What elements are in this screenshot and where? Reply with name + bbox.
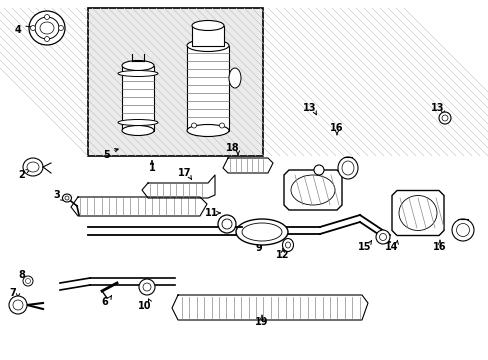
- Text: 17: 17: [178, 168, 191, 178]
- Ellipse shape: [228, 68, 241, 88]
- Polygon shape: [142, 175, 215, 198]
- Ellipse shape: [139, 279, 155, 295]
- Ellipse shape: [218, 215, 236, 233]
- Ellipse shape: [65, 196, 69, 200]
- Ellipse shape: [186, 40, 228, 51]
- Text: 19: 19: [255, 317, 268, 327]
- Ellipse shape: [285, 242, 290, 248]
- Text: 15: 15: [358, 242, 371, 252]
- Polygon shape: [391, 190, 443, 235]
- Ellipse shape: [13, 300, 23, 310]
- Text: 8: 8: [19, 270, 25, 280]
- Polygon shape: [71, 197, 206, 216]
- Ellipse shape: [44, 14, 49, 19]
- Ellipse shape: [441, 115, 447, 121]
- Ellipse shape: [118, 120, 158, 126]
- Ellipse shape: [313, 165, 324, 175]
- Ellipse shape: [35, 17, 59, 39]
- Bar: [192, 26, 224, 45]
- Text: 3: 3: [54, 190, 60, 200]
- Ellipse shape: [236, 219, 287, 245]
- Bar: [186, 45, 228, 130]
- Text: 18: 18: [226, 143, 239, 153]
- Ellipse shape: [438, 112, 450, 124]
- Ellipse shape: [29, 11, 65, 45]
- Ellipse shape: [375, 230, 389, 244]
- Text: 1: 1: [148, 163, 155, 173]
- Text: 11: 11: [205, 208, 218, 218]
- Ellipse shape: [282, 238, 293, 252]
- Ellipse shape: [222, 219, 231, 229]
- Text: 9: 9: [255, 243, 262, 253]
- Ellipse shape: [142, 283, 151, 291]
- Ellipse shape: [242, 223, 282, 241]
- Ellipse shape: [23, 158, 43, 176]
- Ellipse shape: [398, 195, 436, 230]
- Text: 14: 14: [385, 242, 398, 252]
- Ellipse shape: [118, 71, 158, 77]
- Ellipse shape: [456, 224, 468, 237]
- Ellipse shape: [122, 60, 154, 71]
- Bar: [122, 66, 154, 130]
- Ellipse shape: [59, 26, 63, 31]
- Text: 13: 13: [303, 103, 316, 113]
- Ellipse shape: [9, 296, 27, 314]
- Ellipse shape: [62, 194, 71, 202]
- Ellipse shape: [341, 161, 353, 175]
- Text: 4: 4: [15, 25, 21, 35]
- Ellipse shape: [44, 36, 49, 41]
- Ellipse shape: [379, 234, 386, 240]
- Text: 5: 5: [103, 150, 110, 160]
- Text: 7: 7: [10, 288, 16, 298]
- Text: 16: 16: [432, 242, 446, 252]
- Text: 2: 2: [19, 170, 25, 180]
- Ellipse shape: [27, 162, 39, 172]
- Polygon shape: [284, 170, 341, 210]
- Ellipse shape: [337, 157, 357, 179]
- Text: 13: 13: [430, 103, 444, 113]
- Ellipse shape: [23, 276, 33, 286]
- Ellipse shape: [186, 125, 228, 136]
- Ellipse shape: [30, 26, 36, 31]
- Text: 6: 6: [102, 297, 108, 307]
- Text: 12: 12: [276, 250, 289, 260]
- Ellipse shape: [192, 21, 224, 31]
- Text: 16: 16: [329, 123, 343, 133]
- Polygon shape: [172, 295, 367, 320]
- Ellipse shape: [451, 219, 473, 241]
- Ellipse shape: [122, 126, 154, 135]
- Bar: [88, 8, 263, 156]
- Ellipse shape: [25, 279, 30, 284]
- Ellipse shape: [40, 22, 54, 34]
- Ellipse shape: [290, 175, 334, 205]
- Polygon shape: [223, 158, 272, 173]
- Ellipse shape: [191, 123, 196, 128]
- Ellipse shape: [219, 123, 224, 128]
- Text: 10: 10: [138, 301, 151, 311]
